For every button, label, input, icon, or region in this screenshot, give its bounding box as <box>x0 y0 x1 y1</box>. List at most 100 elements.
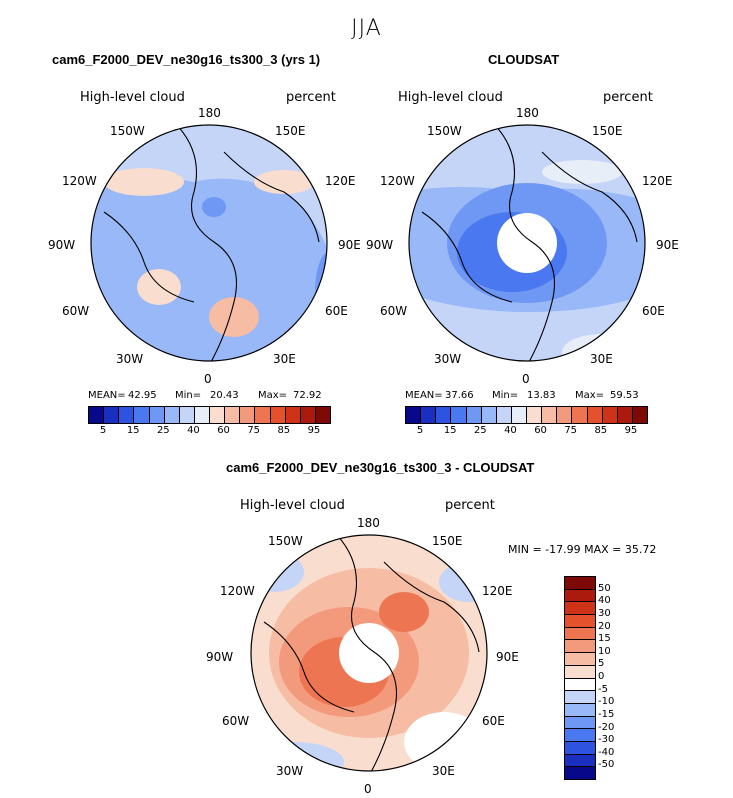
model-colorbar-swatch <box>255 407 271 423</box>
model-lon-120e: 120E <box>325 174 356 188</box>
season-title: JJA <box>351 16 382 41</box>
model-colorbar-swatch <box>104 407 120 423</box>
model-max-label: Max= <box>258 390 288 401</box>
obs-colorbar-swatch <box>527 407 543 423</box>
diff-coastline <box>263 621 355 713</box>
obs-max-value: 59.53 <box>610 390 639 401</box>
obs-colorbar-swatch <box>602 407 618 423</box>
obs-coastline <box>421 211 513 303</box>
model-field-warm-patch <box>254 170 314 194</box>
obs-lon-180: 180 <box>516 106 539 120</box>
diff-lon-150e: 150E <box>432 534 463 548</box>
diff-lon-30w: 30W <box>276 764 304 778</box>
diff-coastline <box>333 535 398 771</box>
model-mean-label: MEAN= <box>88 390 126 401</box>
obs-polar-hole <box>497 213 557 273</box>
diff-lon-60e: 60E <box>482 714 505 728</box>
model-coastline <box>173 125 238 361</box>
obs-colorbar-labels: 5 15 25 40 60 75 85 95 <box>405 425 646 439</box>
model-colorbar-swatch <box>240 407 256 423</box>
diff-units-label: percent <box>445 498 495 513</box>
model-colorbar-swatch <box>315 407 330 423</box>
diff-colorbar-swatch <box>565 665 595 679</box>
obs-lon-120e: 120E <box>642 174 673 188</box>
model-colorbar-tick-label: 5 <box>99 425 107 436</box>
obs-map-border <box>408 124 646 362</box>
obs-lon-0: 0 <box>522 372 530 386</box>
diff-field-neutral-patch <box>404 712 484 771</box>
model-lon-60e: 60E <box>325 304 348 318</box>
diff-variable-label: High-level cloud <box>240 498 345 513</box>
obs-lon-60w: 60W <box>380 304 408 318</box>
diff-colorbar-tick-label: -40 <box>598 746 615 758</box>
model-map-border <box>90 124 328 362</box>
obs-coastline <box>491 125 556 361</box>
model-lon-180: 180 <box>198 106 221 120</box>
obs-polar-map <box>408 124 646 362</box>
model-panel-title: cam6_F2000_DEV_ne30g16_ts300_3 (yrs 1) <box>52 52 321 67</box>
model-colorbar-swatch <box>179 407 195 423</box>
diff-polar-hole <box>339 623 399 683</box>
diff-field-peak <box>379 592 429 632</box>
diff-colorbar-tick-label: 10 <box>598 645 611 657</box>
diff-colorbar-tick-label: 20 <box>598 620 611 632</box>
model-colorbar-tick-label: 25 <box>156 425 170 436</box>
diff-colorbar-labels: 50 40 30 20 15 10 5 0 -5 -10 -15 -20 -30 -40 -50 <box>598 576 638 778</box>
obs-field-pale-patch <box>542 160 622 184</box>
diff-colorbar-swatch <box>565 615 595 628</box>
diff-lon-120e: 120E <box>482 584 513 598</box>
diff-colorbar-swatch <box>565 691 595 704</box>
diff-colorbar-tick-label: 40 <box>598 595 611 607</box>
diff-lon-180: 180 <box>357 516 380 530</box>
obs-colorbar-swatch <box>557 407 573 423</box>
obs-lon-30e: 30E <box>590 352 613 366</box>
obs-colorbar-swatch <box>632 407 647 423</box>
obs-units-label: percent <box>603 90 653 105</box>
diff-colorbar-tick-label: -10 <box>598 696 615 708</box>
diff-colorbar <box>564 576 596 780</box>
obs-lon-30w: 30W <box>434 352 462 366</box>
model-colorbar-swatch <box>149 407 165 423</box>
obs-colorbar-swatch <box>451 407 467 423</box>
diff-colorbar-swatch <box>565 678 595 692</box>
diff-lon-60w: 60W <box>222 714 250 728</box>
model-field-warm-patch <box>137 269 181 305</box>
diff-colorbar-swatch <box>565 754 595 768</box>
diff-colorbar-swatch <box>565 577 595 590</box>
obs-colorbar-tick-label: 15 <box>443 425 457 436</box>
model-field-warm-patch <box>209 297 259 337</box>
obs-colorbar-swatch <box>466 407 482 423</box>
diff-minmax-label: MIN = -17.99 MAX = 35.72 <box>508 543 657 556</box>
model-coastline <box>103 211 195 303</box>
obs-colorbar-swatch <box>481 407 497 423</box>
obs-lon-150e: 150E <box>592 124 623 138</box>
model-max-value: 72.92 <box>293 390 322 401</box>
model-colorbar-swatch <box>164 407 180 423</box>
model-lon-30w: 30W <box>116 352 144 366</box>
diff-panel-title: cam6_F2000_DEV_ne30g16_ts300_3 - CLOUDSA… <box>226 460 535 475</box>
model-colorbar-swatch <box>225 407 241 423</box>
obs-min-value: 13.83 <box>527 390 556 401</box>
obs-colorbar-swatch <box>421 407 437 423</box>
model-lon-30e: 30E <box>273 352 296 366</box>
model-lon-0: 0 <box>204 372 212 386</box>
obs-colorbar-tick-label: 5 <box>416 425 424 436</box>
obs-colorbar-tick-label: 85 <box>594 425 608 436</box>
obs-colorbar-tick-label: 75 <box>564 425 578 436</box>
model-lon-150w: 150W <box>110 124 145 138</box>
obs-lon-150w: 150W <box>427 124 462 138</box>
obs-colorbar-swatch <box>406 407 422 423</box>
obs-colorbar-tick-label: 60 <box>534 425 547 436</box>
model-mean-value: 42.95 <box>128 390 157 401</box>
obs-colorbar-swatch <box>587 407 603 423</box>
model-polar-map <box>90 124 328 362</box>
model-coastline <box>223 151 320 243</box>
diff-coastline <box>383 561 480 653</box>
model-min-value: 20.43 <box>210 390 239 401</box>
diff-colorbar-tick-label: 0 <box>598 671 605 682</box>
model-colorbar-tick-label: 95 <box>307 425 321 436</box>
obs-colorbar-swatch <box>436 407 452 423</box>
model-colorbar-tick-label: 40 <box>187 425 200 436</box>
model-colorbar-swatch <box>119 407 135 423</box>
obs-lon-90e: 90E <box>656 238 679 252</box>
